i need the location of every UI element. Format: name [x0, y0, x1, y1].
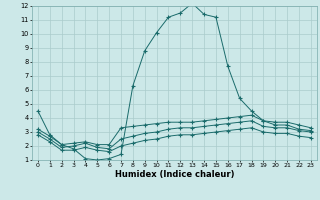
X-axis label: Humidex (Indice chaleur): Humidex (Indice chaleur) — [115, 170, 234, 179]
